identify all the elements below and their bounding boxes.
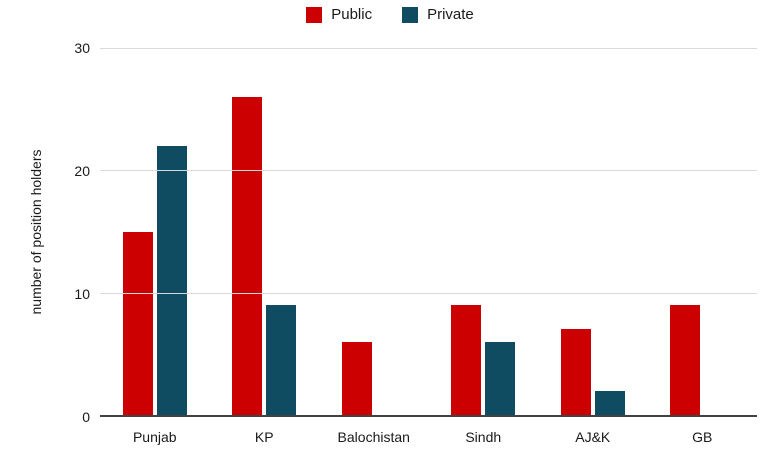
bar-public-sindh (451, 304, 482, 415)
legend-item-private: Private (402, 6, 474, 24)
x-axis-label-kp: KP (254, 429, 274, 445)
x-axis-label-balochistan: Balochistan (337, 429, 410, 445)
gridline-10 (100, 292, 757, 294)
bar-group-kp (210, 48, 320, 415)
x-axis-label-sindh: Sindh (465, 429, 502, 445)
gridline-30 (100, 48, 757, 49)
legend-item-public: Public (306, 6, 372, 24)
bar-group-punjab (100, 48, 210, 415)
legend-label-private: Private (427, 6, 474, 23)
x-axis-label-aj-k: AJ&K (575, 429, 611, 445)
gridline-20 (100, 170, 757, 172)
bar-group-sindh (429, 48, 539, 415)
bar-public-punjab (122, 231, 153, 415)
y-tick-label-0: 0 (82, 409, 90, 425)
x-axis-label-gb: GB (692, 429, 713, 445)
bar-group-balochistan (319, 48, 429, 415)
bar-groups (100, 48, 757, 415)
plot-area (100, 48, 757, 417)
x-axis-labels: Punjab KP Balochistan Sindh AJ&K GB (100, 429, 757, 445)
bar-public-gb (670, 304, 701, 415)
bar-private-kp (266, 304, 297, 415)
legend-label-public: Public (331, 6, 373, 23)
bar-public-balochistan (341, 341, 372, 415)
legend-swatch-public (306, 7, 323, 23)
bar-group-gb (648, 48, 758, 415)
chart-legend: Public Private (0, 6, 780, 24)
bar-public-kp (232, 96, 263, 415)
legend-swatch-private (402, 7, 419, 23)
bar-public-aj-k (560, 329, 591, 415)
bar-group-aj-k (538, 48, 648, 415)
y-axis-ticks: 0 10 20 30 (0, 40, 90, 425)
x-axis-label-punjab: Punjab (132, 429, 177, 445)
y-tick-label-30: 30 (74, 40, 90, 56)
bar-private-aj-k (594, 390, 625, 415)
bar-private-sindh (485, 341, 516, 415)
bar-private-punjab (156, 145, 187, 415)
y-tick-label-20: 20 (74, 163, 90, 179)
y-tick-label-10: 10 (74, 286, 90, 302)
